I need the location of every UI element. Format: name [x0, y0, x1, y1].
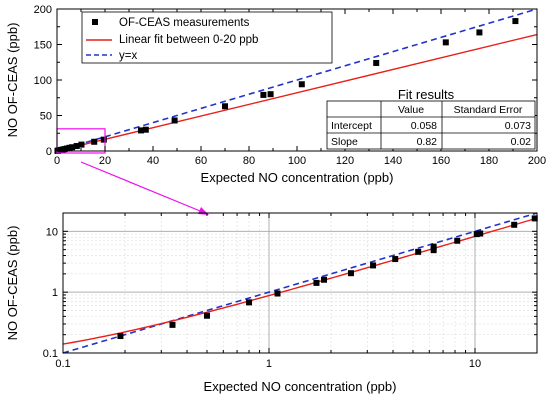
zoom-arrow	[80, 161, 209, 215]
legend-label-identity: y=x	[119, 50, 137, 62]
data-point	[511, 221, 518, 228]
y-tick-label: 0	[46, 146, 52, 158]
data-point	[169, 321, 176, 328]
series-line-y-equals-x	[62, 212, 538, 354]
fit-table-row-label: Slope	[331, 136, 358, 148]
x-tick-label: 200	[528, 155, 546, 167]
data-point	[321, 276, 328, 283]
x-tick-label: 120	[336, 155, 354, 167]
data-point	[477, 230, 484, 237]
y-tick-label: 0.1	[43, 348, 58, 360]
data-point	[454, 237, 461, 244]
data-point	[512, 18, 519, 25]
x-tick-label: 10	[469, 358, 481, 370]
y-tick-label: 10	[46, 226, 58, 238]
x-tick-label: 0.1	[55, 358, 70, 370]
data-point	[476, 29, 483, 36]
x-axis-label: Expected NO concentration (ppb)	[201, 170, 394, 185]
data-point	[473, 231, 480, 238]
fit-table-error: 0.073	[505, 120, 531, 132]
data-point	[442, 39, 449, 46]
data-point	[260, 91, 267, 98]
x-tick-label: 100	[288, 155, 306, 167]
legend-label-points: OF-CEAS measurements	[119, 17, 250, 29]
fit-table-header: Value	[398, 104, 424, 116]
x-tick-label: 1	[266, 358, 272, 370]
y-tick-label: 1	[52, 287, 58, 299]
data-point	[117, 333, 124, 340]
y-tick-label: 150	[34, 40, 52, 52]
y-tick-label: 200	[34, 4, 52, 16]
x-tick-label: 80	[243, 155, 255, 167]
data-point	[222, 103, 228, 110]
legend-label-fit: Linear fit between 0-20 ppb	[119, 34, 258, 46]
data-point	[142, 126, 149, 133]
data-point	[430, 247, 437, 254]
data-point	[531, 215, 538, 222]
data-point	[246, 299, 253, 306]
data-point	[274, 290, 281, 297]
data-point	[171, 117, 178, 124]
fit-table-box	[326, 100, 536, 150]
y-tick-label: 100	[34, 75, 52, 87]
fit-table-title: Fit results	[398, 87, 455, 102]
bottom-chart: 0.1 1 10 0.1 1 10 Expected NO concentration (p…	[5, 212, 538, 394]
data-point	[370, 262, 377, 269]
y-axis-label: NO OF-CEAS (ppb)	[5, 226, 20, 341]
x-tick-label: 20	[99, 155, 111, 167]
x-tick-label: 60	[195, 155, 207, 167]
series-line-y-equals-x	[56, 8, 538, 152]
fit-table-error: 0.02	[511, 136, 532, 148]
data-point	[78, 141, 85, 148]
data-point	[91, 138, 98, 145]
legend-box	[81, 11, 333, 64]
data-point	[73, 143, 80, 150]
fit-table-value: 0.058	[411, 120, 437, 132]
x-tick-label: 180	[480, 155, 498, 167]
data-point	[347, 270, 354, 277]
data-point	[203, 312, 210, 319]
data-point	[313, 279, 320, 286]
data-point	[298, 81, 305, 88]
y-axis-label: NO OF-CEAS (ppb)	[5, 23, 20, 138]
data-point	[267, 91, 274, 98]
data-point	[415, 248, 422, 255]
data-point	[392, 256, 399, 263]
x-tick-label: 140	[384, 155, 402, 167]
x-tick-label: 160	[432, 155, 450, 167]
legend-marker-points	[92, 19, 98, 25]
x-tick-label: 0	[54, 155, 60, 167]
data-point	[430, 243, 437, 250]
x-axis-label: Expected NO concentration (ppb)	[204, 379, 397, 394]
fit-table-value: 0.82	[417, 136, 438, 148]
top-chart: 0 20 40 60 80 100 120 140 160 180 200 0 50 100 150 200 E…	[5, 4, 546, 185]
series-line-linear-fit	[56, 33, 538, 152]
plot-frame	[62, 212, 538, 354]
x-tick-label: 40	[147, 155, 159, 167]
data-point	[138, 127, 144, 134]
fit-table-row-label: Intercept	[331, 120, 372, 132]
data-point	[373, 59, 380, 66]
y-tick-label: 50	[40, 111, 52, 123]
fit-table-header: Standard Error	[454, 104, 523, 116]
data-point	[69, 144, 76, 151]
zoom-arrow-line	[80, 161, 206, 214]
data-point	[100, 136, 107, 143]
